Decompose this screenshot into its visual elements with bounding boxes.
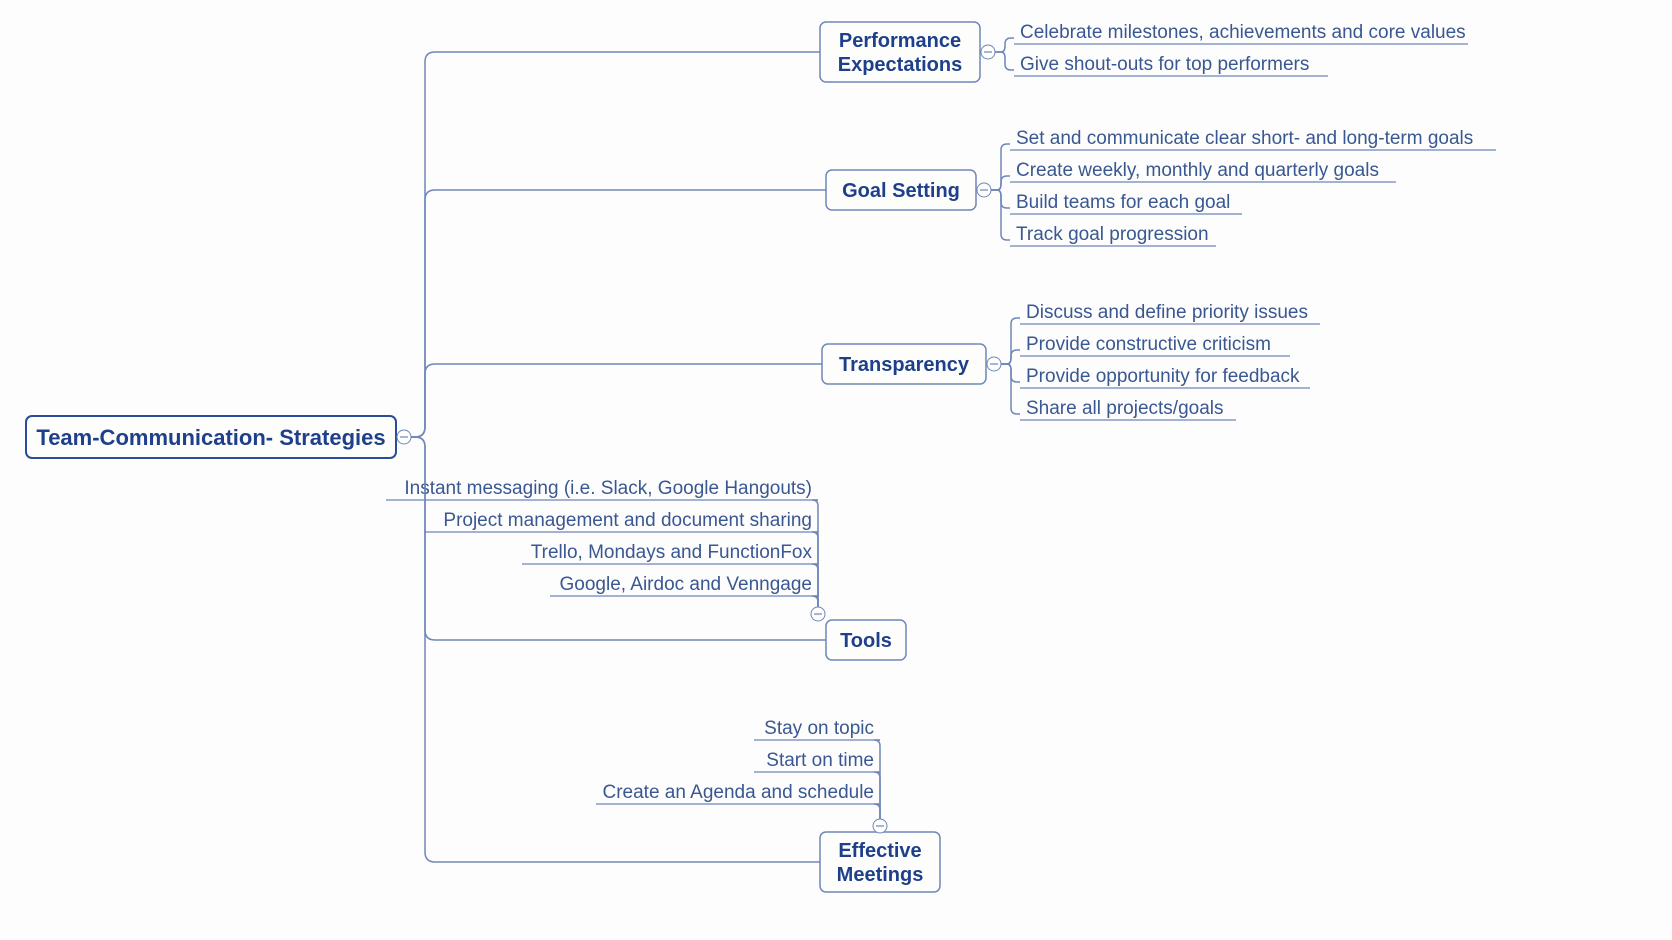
leaf-goal_setting-0: Set and communicate clear short- and lon… — [1016, 128, 1473, 149]
leaf-transparency-2: Provide opportunity for feedback — [1026, 366, 1300, 387]
connector-performance-leaf1 — [995, 52, 1014, 70]
branch-node-meetings[interactable]: EffectiveMeetings — [820, 832, 940, 892]
branch-node-tools[interactable]: Tools — [826, 620, 906, 660]
branch-toggle-meetings[interactable] — [873, 819, 887, 833]
connector-root-tools — [411, 437, 826, 640]
branch-toggle-tools[interactable] — [811, 607, 825, 621]
leaf-tools-2: Trello, Mondays and FunctionFox — [531, 542, 813, 563]
leaf-meetings-2: Create an Agenda and schedule — [603, 782, 875, 803]
branch-goal_setting: Goal Setting Set and communicate clear sh… — [411, 128, 1496, 437]
root-label: Team-Communication- Strategies — [36, 425, 385, 450]
leaf-performance-1: Give shout-outs for top performers — [1020, 54, 1309, 75]
leaf-tools-3: Google, Airdoc and Venngage — [560, 574, 812, 595]
leaf-transparency-3: Share all projects/goals — [1026, 398, 1224, 419]
branch-toggle-performance[interactable] — [981, 45, 995, 59]
branch-node-goal_setting[interactable]: Goal Setting — [826, 170, 976, 210]
connector-root-performance — [411, 52, 820, 437]
connector-goal_setting-leaf3 — [991, 190, 1010, 240]
branch-transparency: Transparency Discuss and define priority … — [411, 302, 1320, 437]
connector-root-transparency — [411, 364, 822, 437]
leaf-tools-0: Instant messaging (i.e. Slack, Google Ha… — [404, 478, 812, 499]
branch-label-performance: Performance — [839, 30, 961, 52]
root-node[interactable]: Team-Communication- Strategies — [26, 416, 396, 458]
branch-label-goal_setting: Goal Setting — [842, 180, 960, 202]
connector-root-goal_setting — [411, 190, 826, 437]
leaf-transparency-1: Provide constructive criticism — [1026, 334, 1271, 355]
leaf-goal_setting-2: Build teams for each goal — [1016, 192, 1230, 213]
leaf-performance-0: Celebrate milestones, achievements and c… — [1020, 22, 1466, 43]
leaf-goal_setting-3: Track goal progression — [1016, 224, 1209, 245]
branch-tools: Tools Instant messaging (i.e. Slack, Goog… — [386, 437, 906, 660]
connector-tools-leaf3 — [812, 596, 818, 607]
leaf-meetings-0: Stay on topic — [764, 718, 874, 739]
connector-tools-leaf0 — [812, 500, 818, 607]
connector-meetings-leaf2 — [874, 804, 880, 819]
leaf-goal_setting-1: Create weekly, monthly and quarterly goa… — [1016, 160, 1379, 181]
mindmap-canvas: Team-Communication- Strategies Performanc… — [0, 0, 1672, 940]
leaf-transparency-0: Discuss and define priority issues — [1026, 302, 1308, 323]
leaf-tools-1: Project management and document sharing — [443, 510, 812, 531]
branch-toggle-transparency[interactable] — [987, 357, 1001, 371]
branch-label-tools: Tools — [840, 630, 892, 652]
root-toggle[interactable] — [397, 430, 411, 444]
connector-tools-leaf2 — [812, 564, 818, 607]
branch-label-meetings: Meetings — [837, 864, 924, 886]
branch-label-transparency: Transparency — [839, 354, 970, 376]
connector-meetings-leaf1 — [874, 772, 880, 819]
connector-transparency-leaf3 — [1001, 364, 1020, 414]
branch-toggle-goal_setting[interactable] — [977, 183, 991, 197]
connector-performance-leaf0 — [995, 38, 1014, 52]
leaf-meetings-1: Start on time — [766, 750, 874, 771]
branch-label-meetings: Effective — [838, 840, 921, 862]
branch-node-transparency[interactable]: Transparency — [822, 344, 986, 384]
branch-label-performance: Expectations — [838, 54, 962, 76]
branch-meetings: EffectiveMeetings Stay on topic Start on t… — [411, 437, 940, 892]
branch-node-performance[interactable]: PerformanceExpectations — [820, 22, 980, 82]
